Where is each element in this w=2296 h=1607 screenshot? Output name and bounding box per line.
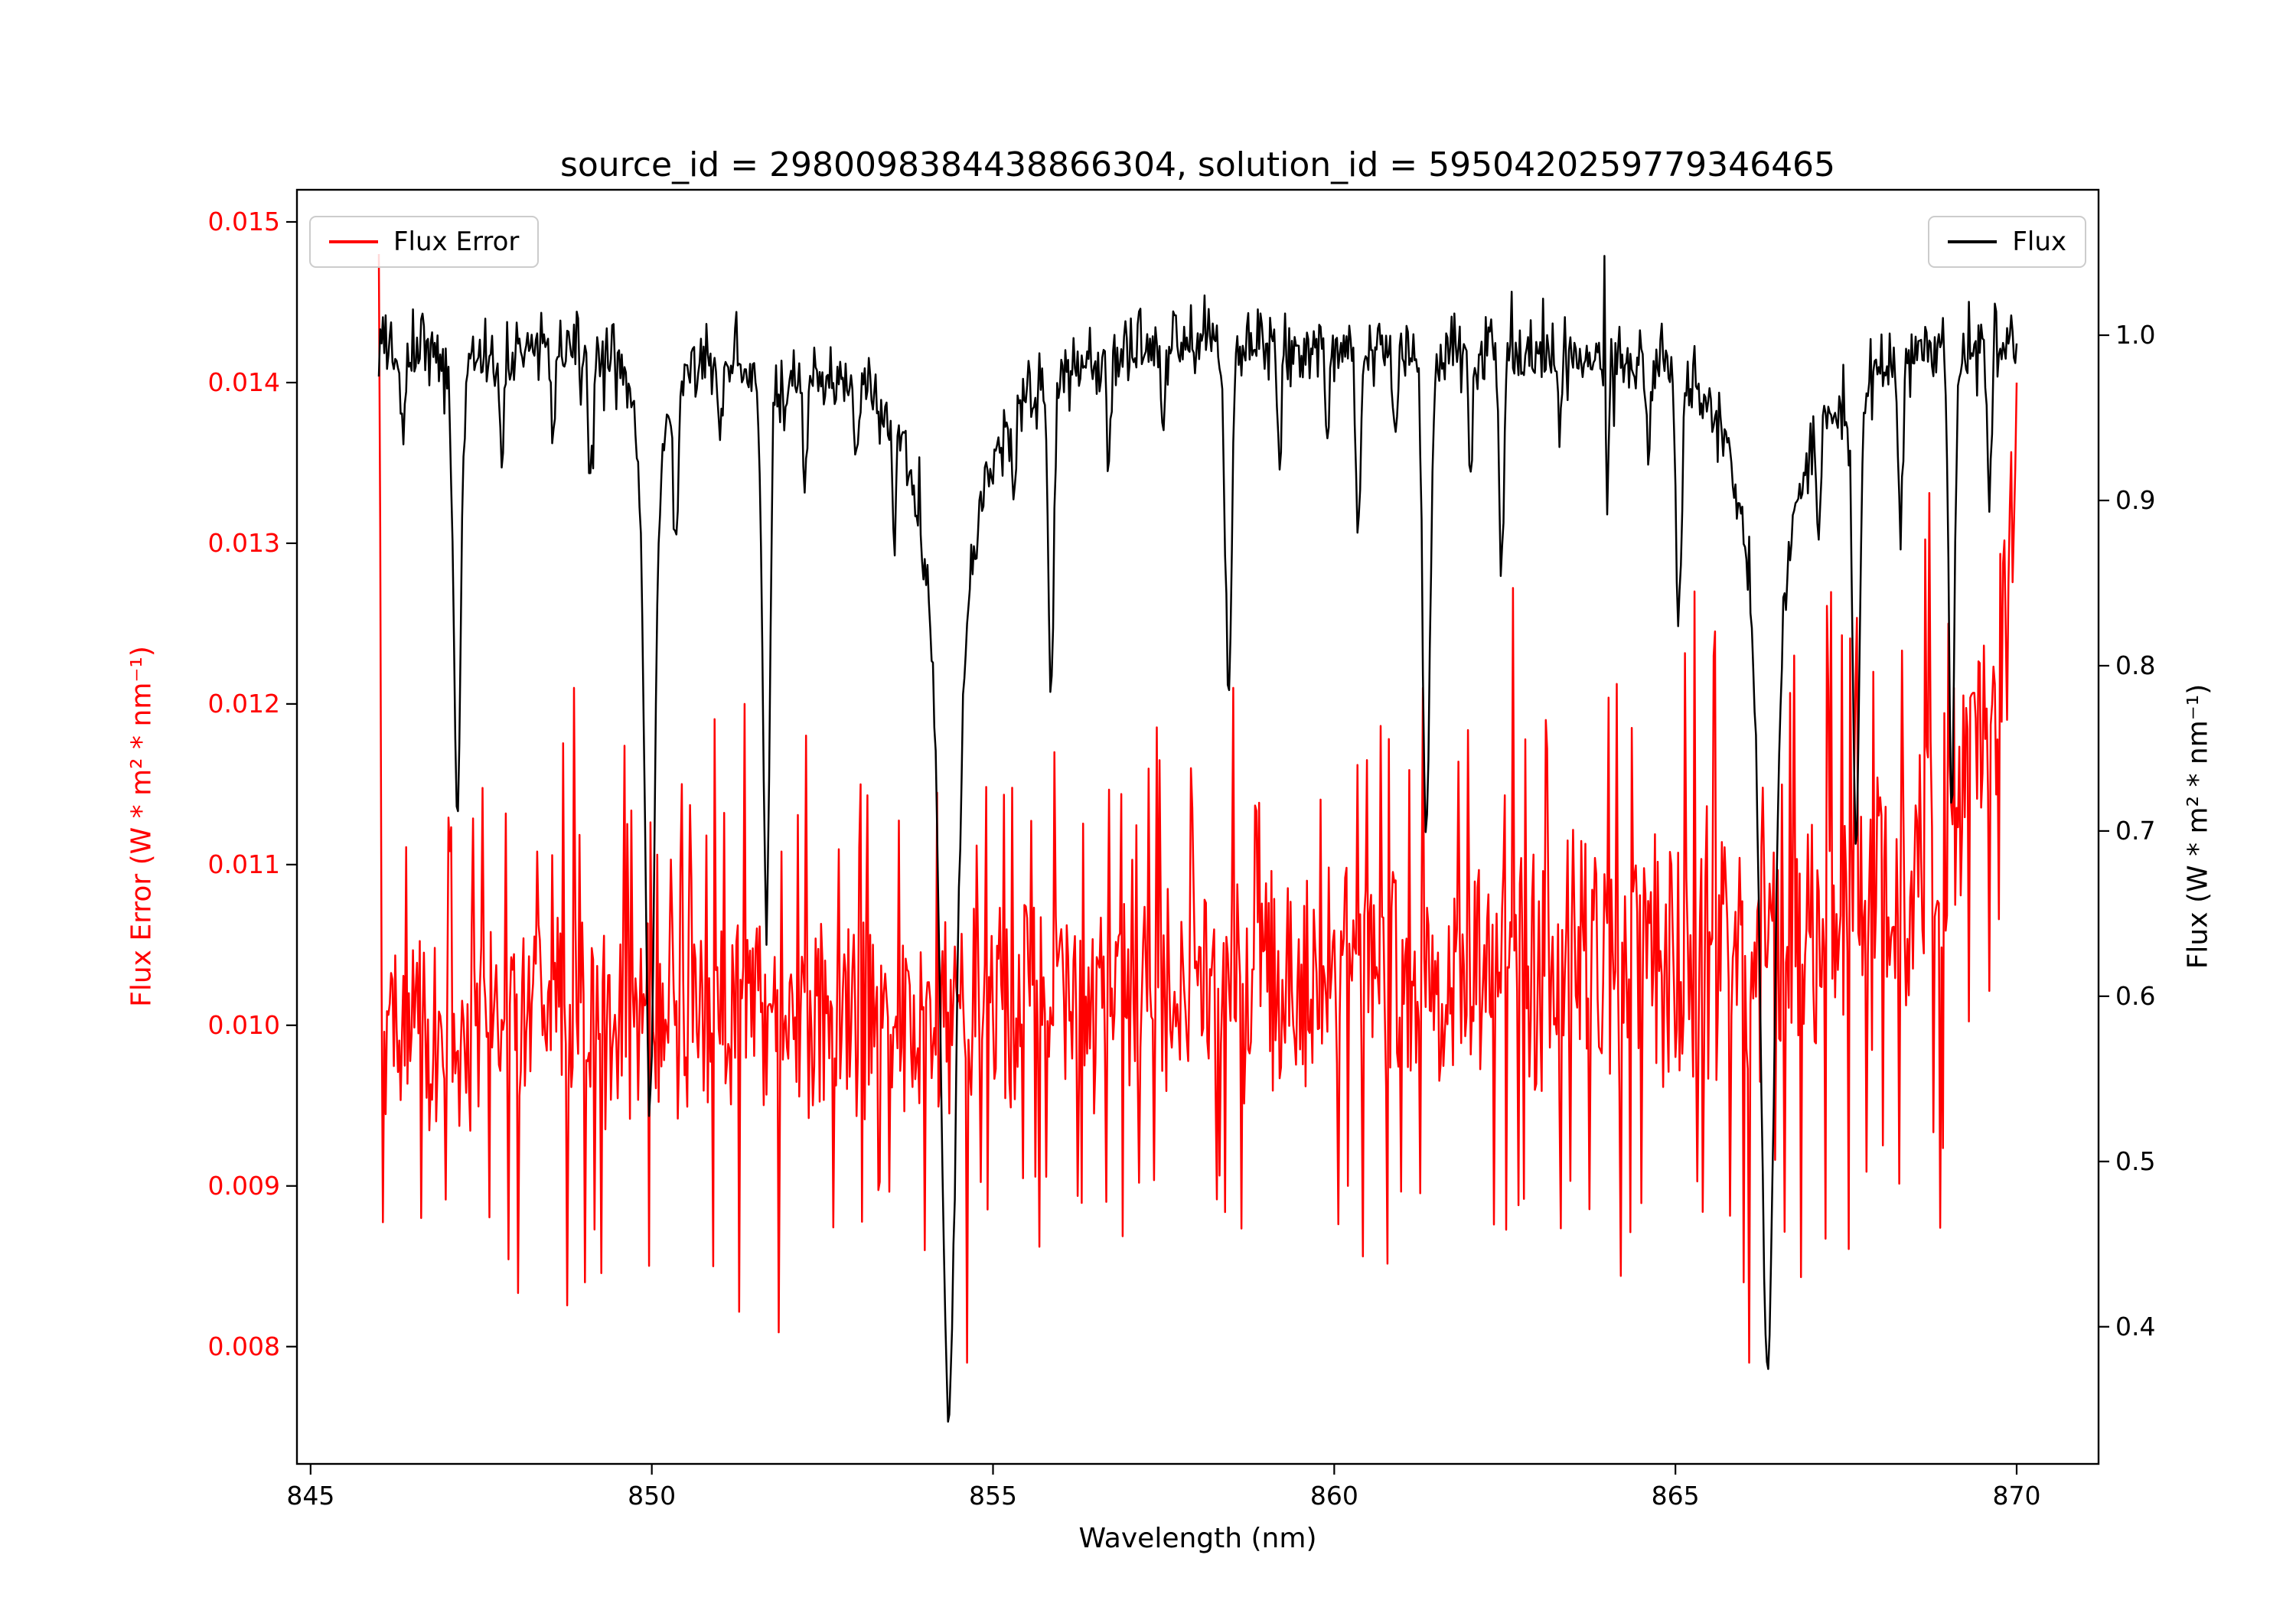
- axes-frame: [295, 188, 2100, 1465]
- x-axis-label: Wavelength (nm): [1078, 1523, 1317, 1554]
- y-tick-label-right: 0.9: [2115, 484, 2156, 515]
- y-tick-label-right: 0.6: [2115, 980, 2156, 1011]
- legend-flux-error: Flux Error: [309, 216, 540, 268]
- x-tick-label: 860: [1309, 1481, 1358, 1511]
- y-tick-label-right: 0.5: [2115, 1146, 2156, 1176]
- y-axis-label-left: Flux Error (W * m² * nm⁻¹): [126, 646, 158, 1007]
- flux-line: [377, 255, 2018, 1423]
- legend-flux: Flux: [1928, 216, 2086, 268]
- x-tick-label: 855: [969, 1481, 1017, 1511]
- flux-error-line: [377, 253, 2018, 1364]
- flux-legend-label: Flux: [2012, 227, 2066, 257]
- flux-legend-line-icon: [1948, 240, 1998, 243]
- y-tick-label-right: 1.0: [2115, 320, 2156, 350]
- x-tick-label: 865: [1651, 1481, 1700, 1511]
- y-tick-label-left: 0.014: [207, 367, 280, 397]
- flux-error-legend-label: Flux Error: [393, 227, 520, 257]
- y-tick-label-left: 0.009: [207, 1170, 280, 1201]
- chart-title: source_id = 2980098384438866304, solutio…: [559, 145, 1836, 184]
- y-tick-label-right: 0.7: [2115, 815, 2156, 846]
- flux-error-legend-line-icon: [329, 240, 378, 243]
- y-tick-label-left: 0.010: [207, 1009, 280, 1040]
- y-tick-label-right: 0.8: [2115, 650, 2156, 680]
- y-tick-label-right: 0.4: [2115, 1311, 2156, 1341]
- x-tick-label: 870: [1992, 1481, 2041, 1511]
- x-tick-label: 850: [628, 1481, 677, 1511]
- x-tick-label: 845: [286, 1481, 335, 1511]
- y-tick-label-left: 0.011: [207, 849, 280, 879]
- y-tick-label-left: 0.008: [207, 1331, 280, 1361]
- y-tick-label-left: 0.013: [207, 527, 280, 558]
- y-tick-label-left: 0.015: [207, 206, 280, 236]
- y-tick-label-left: 0.012: [207, 688, 280, 719]
